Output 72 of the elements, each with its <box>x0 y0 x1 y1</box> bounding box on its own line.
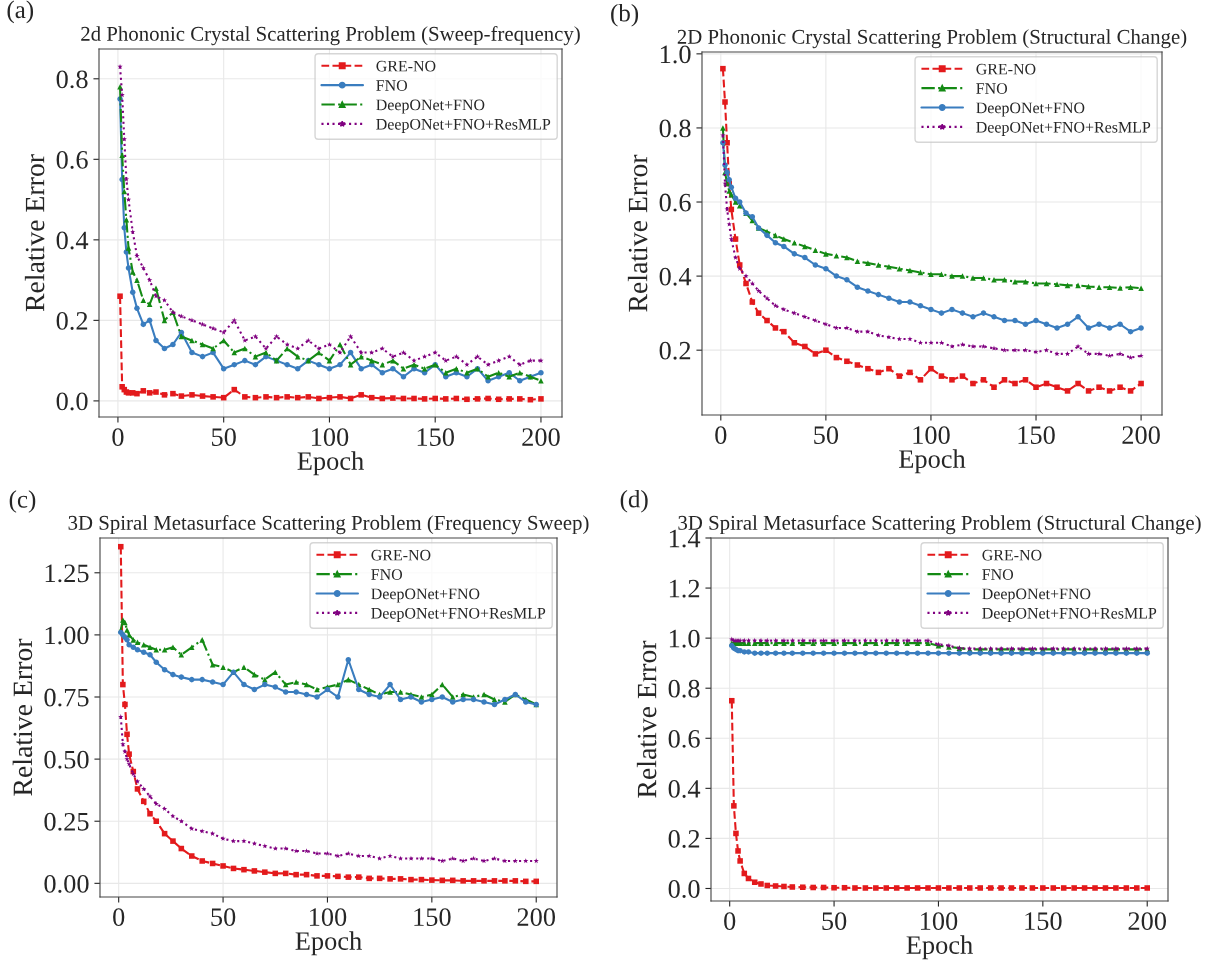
y-tick-label: 0.2 <box>668 830 700 848</box>
x-tick-label: 200 <box>1122 426 1160 444</box>
legend-label: FNO <box>376 80 408 91</box>
y-tick-label: 0.6 <box>668 729 700 748</box>
text: (a) <box>7 0 34 24</box>
legend-label: FNO <box>976 83 1008 94</box>
y-tick-label: 0.00 <box>44 874 89 893</box>
y-tick-label: 0.2 <box>659 341 691 360</box>
legend-label: FNO <box>371 569 403 580</box>
y-tick-label: 0.4 <box>56 231 89 250</box>
legend-label: DeepONet+FNO+ResMLP <box>982 607 1157 622</box>
y-tick-label: 1.0 <box>669 629 700 648</box>
x-axis-title: Epoch <box>899 449 966 474</box>
x-axis-title: Epoch <box>906 935 973 960</box>
y-tick-label: 0.50 <box>44 750 89 769</box>
legend-label: GRE-NO <box>982 549 1042 561</box>
legend-label: FNO <box>982 569 1014 580</box>
legend-label: GRE-NO <box>371 549 431 561</box>
legend-label: DeepONet+FNO+ResMLP <box>976 121 1151 136</box>
legend-label: DeepONet+FNO <box>371 588 480 603</box>
x-tick-label: 0 <box>715 426 727 444</box>
x-tick-label: 50 <box>211 908 236 926</box>
legend-label: DeepONet+FNO+ResMLP <box>376 118 551 133</box>
legend-label: GRE-NO <box>376 60 436 72</box>
legend-label: DeepONet+FNO+ResMLP <box>371 607 546 622</box>
y-tick-label: 0.8 <box>659 119 691 138</box>
text: (b) <box>611 3 639 27</box>
x-tick-label: 200 <box>1128 912 1167 930</box>
chart-title: 3D Spiral Metasurface Scattering Problem (Frequency Sweep) <box>68 515 589 535</box>
y-axis-title: Relative Error <box>12 638 33 796</box>
y-tick-label: 0.0 <box>56 392 88 411</box>
x-tick-label: 0 <box>724 912 736 930</box>
x-tick-label: 150 <box>1018 426 1055 444</box>
y-tick-label: 0.6 <box>56 150 88 169</box>
y-tick-label: 0.4 <box>659 267 692 286</box>
x-axis-title: Epoch <box>295 931 362 956</box>
x-tick-label: 50 <box>822 912 847 930</box>
x-tick-label: 50 <box>212 428 236 446</box>
x-tick-label: 100 <box>920 912 958 930</box>
y-tick-label: 0.4 <box>668 779 701 798</box>
y-tick-label: 1.25 <box>45 564 89 583</box>
y-tick-label: 0.0 <box>668 880 700 899</box>
y-axis-title: Relative Error <box>24 154 45 312</box>
x-tick-label: 150 <box>1025 912 1062 930</box>
x-tick-label: 0 <box>112 428 124 446</box>
x-tick-label: 150 <box>414 908 451 926</box>
y-tick-label: 0.2 <box>56 311 88 330</box>
x-axis-title: Epoch <box>297 451 364 476</box>
y-tick-label: 0.75 <box>44 688 89 707</box>
x-tick-label: 100 <box>311 428 349 446</box>
legend-label: DeepONet+FNO <box>976 102 1085 117</box>
y-tick-label: 0.6 <box>659 193 691 212</box>
legend-label: GRE-NO <box>976 63 1036 75</box>
x-tick-label: 100 <box>913 426 950 444</box>
y-axis-title: Relative Error <box>627 154 648 312</box>
chart-title: 2d Phononic Crystal Scattering Problem (Sweep-frequency) <box>81 26 580 46</box>
x-tick-label: 200 <box>522 428 560 446</box>
y-tick-label: 1.00 <box>45 626 89 645</box>
y-axis-title: Relative Error <box>636 640 657 798</box>
legend-label: DeepONet+FNO <box>376 99 485 114</box>
y-tick-label: 0.8 <box>668 679 700 698</box>
x-tick-label: 100 <box>309 908 347 926</box>
x-tick-label: 200 <box>517 908 556 926</box>
y-tick-label: 0.25 <box>44 812 89 831</box>
y-tick-label: 0.8 <box>56 70 88 89</box>
text: (d) <box>620 489 648 513</box>
x-tick-label: 50 <box>814 426 839 444</box>
x-tick-label: 0 <box>113 908 125 926</box>
text: (c) <box>9 490 36 513</box>
x-tick-label: 150 <box>417 428 454 446</box>
y-tick-label: 1.2 <box>669 579 700 598</box>
legend-label: DeepONet+FNO <box>982 588 1091 603</box>
